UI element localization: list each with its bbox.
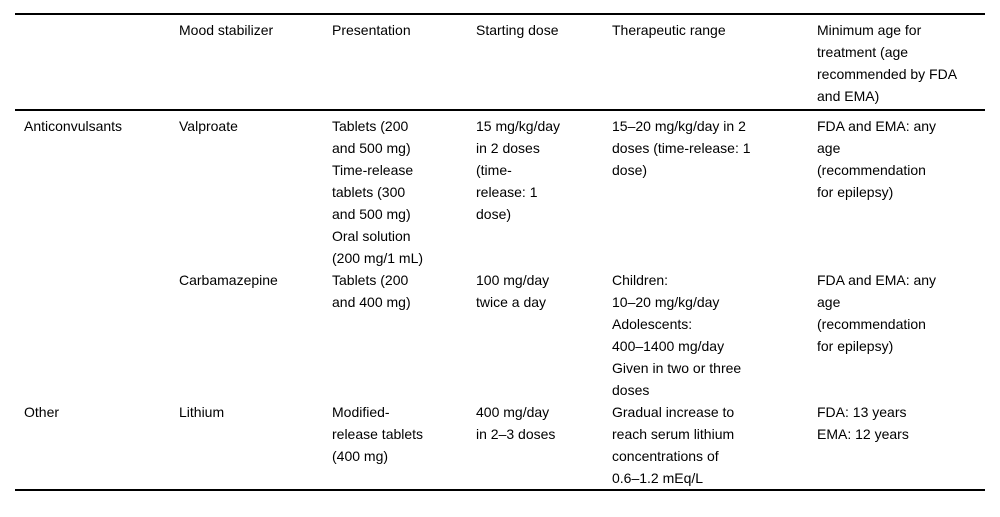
column-header-starting-dose: Starting dose [476, 14, 612, 111]
cell-therapeutic-range: Gradual increase to reach serum lithium … [612, 404, 735, 486]
cell-category [15, 269, 179, 401]
cell-starting-dose: 15 mg/kg/day in 2 doses (time- release: … [476, 118, 561, 222]
column-header-mood-stabilizer: Mood stabilizer [179, 14, 332, 111]
cell-therapeutic-range: Children: 10–20 mg/kg/day Adolescents: 4… [612, 272, 742, 398]
cell-minimum-age: FDA: 13 years EMA: 12 years [817, 404, 909, 442]
column-header-presentation: Presentation [332, 14, 476, 111]
cell-minimum-age: FDA and EMA: any age (recommendation for… [817, 118, 937, 200]
table-row-carbamazepine: Carbamazepine Tablets (200 and 400 mg) 1… [15, 269, 985, 401]
cell-minimum-age: FDA and EMA: any age (recommendation for… [817, 272, 937, 354]
cell-therapeutic-range: 15–20 mg/kg/day in 2 doses (time-release… [612, 118, 751, 178]
table-row-lithium: Other Lithium Modified- release tablets … [15, 401, 985, 490]
column-header-category [15, 14, 179, 111]
cell-starting-dose: 400 mg/day in 2–3 doses [476, 404, 556, 442]
cell-presentation: Modified- release tablets (400 mg) [332, 404, 424, 464]
cell-mood-stabilizer: Lithium [179, 404, 225, 420]
header-row: Mood stabilizer Presentation Starting do… [15, 14, 985, 111]
cell-presentation: Tablets (200 and 400 mg) [332, 272, 411, 310]
column-header-therapeutic-range: Therapeutic range [612, 14, 817, 111]
mood-stabilizers-table: Mood stabilizer Presentation Starting do… [15, 13, 985, 491]
cell-category: Other [24, 404, 60, 420]
cell-mood-stabilizer: Valproate [179, 118, 238, 134]
cell-mood-stabilizer: Carbamazepine [179, 272, 278, 288]
cell-starting-dose: 100 mg/day twice a day [476, 272, 550, 310]
table-row-valproate: Anticonvulsants Valproate Tablets (200 a… [15, 110, 985, 269]
column-header-minimum-age: Minimum age for treatment (age recommend… [817, 14, 985, 111]
table-container: Mood stabilizer Presentation Starting do… [15, 13, 985, 491]
cell-category: Anticonvulsants [24, 118, 123, 134]
cell-presentation: Tablets (200 and 500 mg) Time-release ta… [332, 118, 424, 266]
